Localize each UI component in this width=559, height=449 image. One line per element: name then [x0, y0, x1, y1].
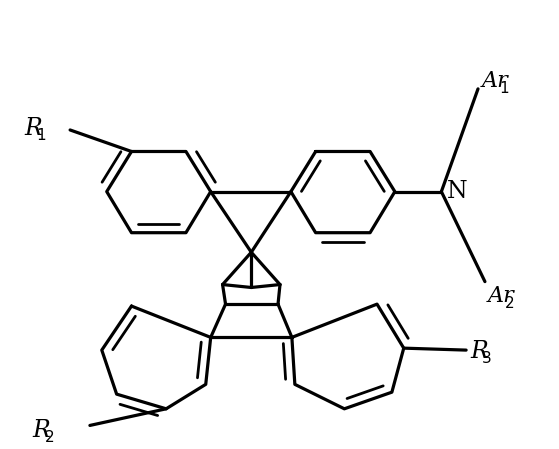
Text: 2: 2: [505, 296, 515, 311]
Text: Ar: Ar: [488, 285, 515, 307]
Text: R: R: [470, 339, 488, 363]
Text: N: N: [447, 180, 468, 203]
Text: 2: 2: [45, 430, 54, 445]
Text: 3: 3: [482, 351, 492, 366]
Text: R: R: [25, 116, 42, 140]
Text: 1: 1: [37, 128, 46, 143]
Text: R: R: [32, 419, 50, 442]
Text: Ar: Ar: [482, 70, 509, 92]
Text: 1: 1: [499, 81, 509, 96]
